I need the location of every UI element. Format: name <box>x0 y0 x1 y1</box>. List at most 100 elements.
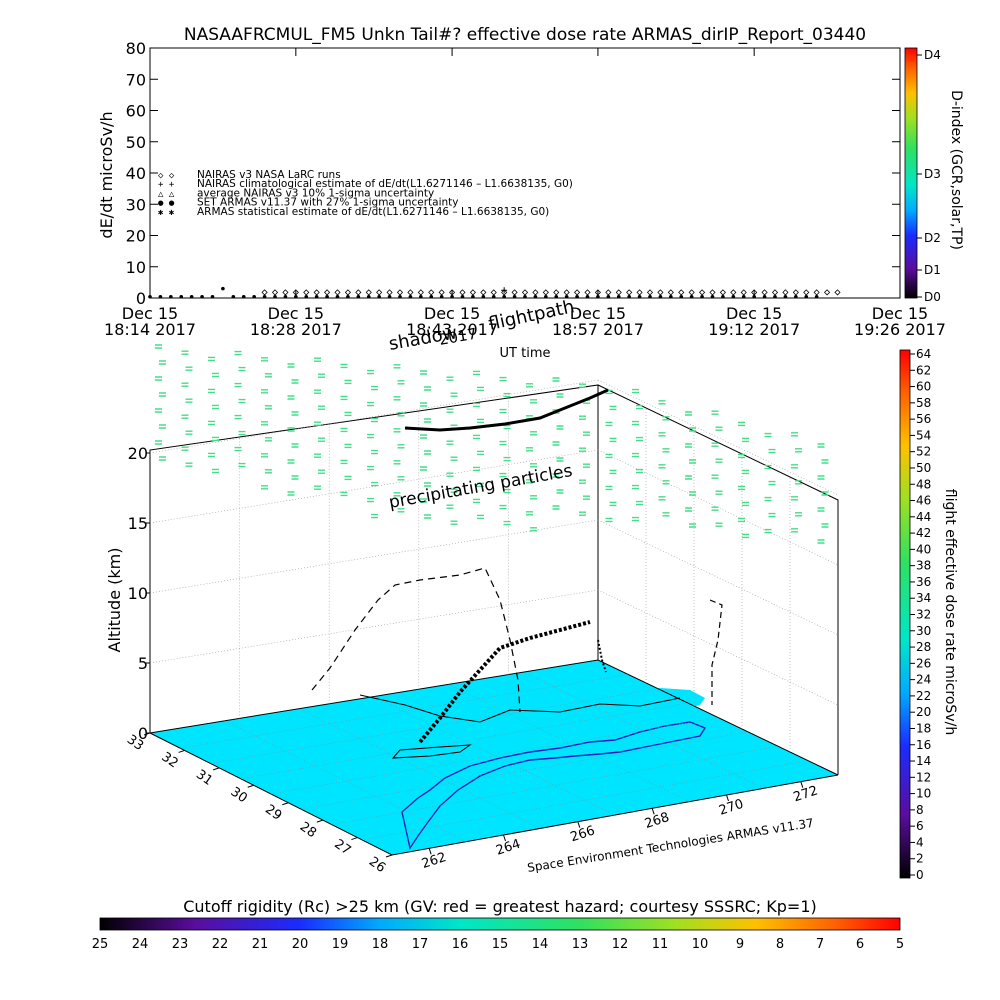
nairas-diamond <box>730 289 737 296</box>
particle-dash <box>715 426 723 431</box>
armas-dot <box>481 294 486 299</box>
particle-dash <box>473 498 480 504</box>
armas-dot <box>491 294 496 299</box>
y-tick-label: 10 <box>126 258 146 277</box>
vertical-drop <box>597 639 607 673</box>
particle-dash <box>503 456 511 462</box>
particle-dash <box>636 436 643 442</box>
armas-dot <box>669 294 673 299</box>
particles-annotation: precipitating particles <box>387 461 574 513</box>
rigidity-tick-label: 9 <box>736 937 744 952</box>
particle-dash <box>689 427 696 432</box>
particle-dash <box>711 474 719 479</box>
altitude-label: Altitude (km) <box>105 548 124 653</box>
dose-tick-label: 62 <box>916 363 931 377</box>
dose-colorbar: 0246810121416182022242628303234363840424… <box>899 347 958 882</box>
longitude-tick <box>577 821 581 828</box>
particle-dash <box>159 360 166 365</box>
nairas-diamond <box>813 289 820 296</box>
dindex-tick-label: D3 <box>924 167 941 181</box>
particle-dash <box>821 459 829 464</box>
particle-dash <box>424 386 431 391</box>
particle-dash <box>473 402 480 408</box>
dose-tick-label: 58 <box>916 396 931 410</box>
y-tick-label: 80 <box>126 39 146 58</box>
x-tick-label-time: 18:43 2017 <box>406 320 498 339</box>
particle-dash <box>583 463 590 468</box>
particle-dash <box>632 516 639 522</box>
rigidity-tick-label: 21 <box>252 937 269 952</box>
y-tick-label: 20 <box>126 227 146 246</box>
particle-dash <box>287 363 295 368</box>
left-wall-hline <box>149 589 599 664</box>
x-tick-label-date: Dec 15 <box>726 304 782 323</box>
nairas-diamond <box>834 289 841 296</box>
particle-dash <box>636 404 643 410</box>
credit-text: Space Environment Technologies ARMAS v11… <box>526 816 814 875</box>
dindex-tick-label: D1 <box>924 263 941 277</box>
dose-tick-label: 64 <box>916 347 931 361</box>
particle-dash <box>185 398 193 403</box>
legend-label: average NAIRAS v3 10% 1-sigma uncertaint… <box>197 187 434 199</box>
rigidity-label: Cutoff rigidity (Rc) >25 km (GV: red = g… <box>183 897 817 916</box>
dose-tick-label: 32 <box>916 608 931 622</box>
dose-colorbar-label: flight effective dose rate microSv/h <box>942 489 958 735</box>
rigidity-tick-label: 15 <box>492 937 509 952</box>
dindex-label: D-index (GCR,solar,TP) <box>948 90 964 250</box>
armas-dot <box>814 294 819 299</box>
particle-dash <box>238 430 246 436</box>
particle-dash <box>181 446 189 451</box>
x-tick-label-time: 18:57 2017 <box>552 320 644 339</box>
particle-dash <box>344 443 352 449</box>
nairas-diamond <box>271 289 279 296</box>
particle-dash <box>636 500 643 506</box>
dose-tick-label: 16 <box>916 738 931 752</box>
longitude-tick-label: 266 <box>569 823 597 845</box>
legend-label: ARMAS statistical estimate of dE/dt(L1.6… <box>197 206 549 218</box>
particle-dash <box>685 475 692 480</box>
particle-dash <box>715 490 723 495</box>
x-tick-label-date: Dec 15 <box>268 304 324 323</box>
latitude-tick <box>212 767 220 771</box>
timeseries-series <box>148 286 841 299</box>
armas-dot <box>773 294 777 299</box>
rigidity-gradient <box>99 917 901 931</box>
nairas-diamond <box>678 289 685 296</box>
armas-dot <box>606 294 611 299</box>
latitude-tick <box>316 819 324 823</box>
latitude-tick-label: 29 <box>262 802 284 824</box>
particle-dash <box>556 393 564 398</box>
nairas-diamond <box>719 289 726 296</box>
nairas-diamond <box>511 289 518 296</box>
y-tick-label: 60 <box>126 102 146 121</box>
particle-dash <box>579 511 586 516</box>
particle-dash <box>609 437 617 443</box>
particle-dash <box>768 512 776 518</box>
particle-dash <box>420 402 427 407</box>
particle-dash <box>738 485 745 491</box>
dose-tick-label: 2 <box>916 852 924 866</box>
armas-dot <box>523 294 527 299</box>
armas-dot <box>231 294 236 299</box>
nairas-diamond <box>344 289 351 296</box>
particle-dash <box>738 453 745 459</box>
particle-dash <box>159 424 166 429</box>
nairas-diamond <box>803 289 810 296</box>
particle-dash <box>711 410 719 415</box>
particle-dash <box>738 517 745 523</box>
particle-dash <box>367 369 374 375</box>
particle-dash <box>685 507 692 512</box>
particle-dash <box>715 458 723 463</box>
dose-tick-label: 56 <box>916 412 931 426</box>
particle-dash <box>579 383 586 388</box>
particle-dash <box>314 485 321 490</box>
rigidity-tick-label: 16 <box>452 937 469 952</box>
particle-dash <box>367 465 374 471</box>
particle-dash <box>238 366 246 372</box>
armas-dot <box>700 294 704 299</box>
altitude-tick-label: 10 <box>128 584 148 603</box>
particle-dash <box>503 424 511 430</box>
particle-dash <box>742 533 749 539</box>
latitude-tick <box>247 784 254 788</box>
